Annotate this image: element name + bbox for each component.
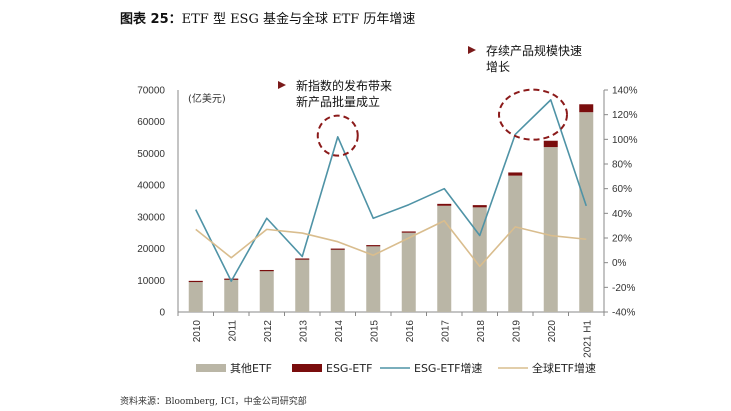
bar-esg-etf (224, 278, 239, 280)
legend-label: ESG-ETF增速 (414, 361, 482, 375)
source-note: 资料来源：Bloomberg, ICI，中金公司研究部 (120, 397, 307, 407)
legend: 其他ETF ESG-ETF ESG-ETF增速 全球ETF增速 (196, 361, 596, 375)
x-tick-label: 2013 (298, 320, 309, 343)
legend-label: 全球ETF增速 (532, 361, 596, 375)
x-tick-label: 2014 (334, 320, 345, 343)
left-axis-unit: (亿美元) (188, 92, 226, 105)
annotation-text: 新指数的发布带来 (296, 78, 392, 93)
bar-esg-etf (259, 269, 274, 272)
right-tick-label: 120% (612, 110, 638, 121)
bar-esg-etf (401, 231, 416, 233)
right-tick-label: -20% (612, 283, 635, 294)
left-tick-label: 50000 (137, 149, 165, 160)
legend-swatch (292, 364, 322, 372)
bar-other-etf (366, 246, 381, 312)
left-tick-label: 0 (159, 308, 165, 319)
bar-other-etf (330, 249, 345, 312)
figure-title: 图表 25：ETF 型 ESG 基金与全球 ETF 历年增速 (120, 8, 415, 27)
legend-label: 其他ETF (230, 362, 272, 375)
bar-other-etf (224, 279, 239, 312)
annotation-marker-icon (278, 81, 286, 89)
bar-other-etf (188, 281, 203, 312)
right-tick-label: 140% (612, 86, 638, 97)
annotation-text: 增长 (486, 60, 510, 74)
bar-esg-etf (330, 248, 345, 250)
bar-other-etf (472, 207, 487, 312)
x-tick-label: 2017 (440, 320, 451, 343)
x-tick-label: 2015 (369, 320, 380, 343)
right-tick-label: 80% (612, 160, 632, 171)
x-tick-label: 2011 (227, 320, 238, 342)
bar-other-etf (259, 270, 274, 312)
x-tick-label: 2016 (405, 320, 416, 343)
bar-esg-etf (579, 104, 594, 113)
x-tick-label: 2021 H1 (582, 320, 593, 358)
bar-other-etf (437, 205, 452, 312)
highlight-circle-2019-2020 (498, 88, 568, 141)
figure-title-prefix: 图表 25： (120, 12, 182, 27)
bar-other-etf (543, 147, 558, 312)
bar-esg-etf (437, 203, 452, 206)
right-tick-label: -40% (612, 308, 635, 319)
bar-other-etf (508, 175, 523, 312)
figure-title-text: ETF 型 ESG 基金与全球 ETF 历年增速 (181, 12, 416, 27)
bar-other-etf (579, 112, 594, 312)
bar-other-etf (401, 232, 416, 312)
right-tick-label: 20% (612, 234, 632, 245)
legend-swatch (196, 364, 226, 372)
left-tick-label: 10000 (137, 276, 165, 287)
left-tick-label: 70000 (137, 86, 165, 97)
left-tick-label: 20000 (137, 244, 165, 255)
plot-area: 0 10000 20000 30000 40000 50000 60000 70000 -40%… (137, 86, 637, 358)
annotation-text: 新产品批量成立 (296, 94, 380, 109)
bar-other-etf (295, 259, 310, 312)
right-tick-label: 100% (612, 135, 638, 146)
bar-esg-etf (543, 140, 558, 148)
bar-esg-etf (295, 258, 310, 260)
annotation-text: 存续产品规模快速 (486, 43, 582, 58)
bar-esg-etf (508, 172, 523, 176)
x-tick-label: 2012 (263, 320, 274, 343)
x-tick-label: 2010 (192, 320, 203, 343)
highlight-circle-2014 (316, 114, 359, 157)
annotation-marker-icon (468, 46, 476, 54)
right-tick-label: 60% (612, 184, 632, 195)
legend-label: ESG-ETF (326, 362, 372, 375)
bar-esg-etf (188, 280, 203, 283)
line-global-etf-growth (195, 219, 587, 268)
x-tick-label: 2020 (547, 320, 558, 343)
bar-esg-etf (472, 205, 487, 208)
bar-esg-etf (366, 245, 381, 247)
right-tick-label: 0% (612, 258, 627, 269)
left-tick-label: 30000 (137, 212, 165, 223)
left-tick-label: 40000 (137, 181, 165, 192)
x-tick-label: 2019 (511, 320, 522, 343)
x-tick-label: 2018 (476, 320, 487, 343)
right-tick-label: 40% (612, 209, 632, 220)
line-esg-etf-growth (195, 99, 588, 282)
left-tick-label: 60000 (137, 117, 165, 128)
